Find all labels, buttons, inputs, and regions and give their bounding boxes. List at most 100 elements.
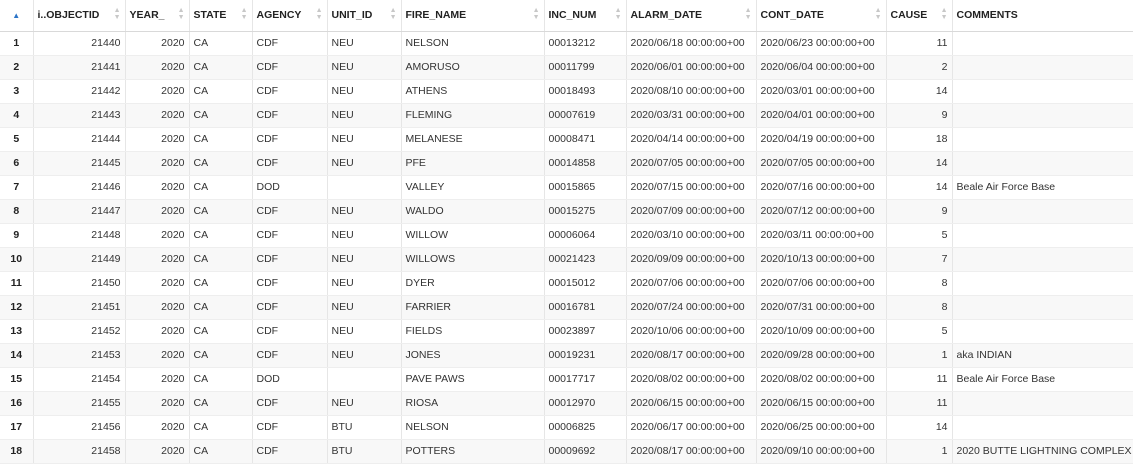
column-header-label: CONT_DATE xyxy=(760,9,824,22)
cell-state: CA xyxy=(189,223,253,248)
cell-state: CA xyxy=(189,439,253,464)
cell-inc_num: 00016781 xyxy=(544,295,627,320)
cell-agency: CDF xyxy=(252,103,328,128)
table-row[interactable]: 1 21440 2020 CA CDF NEU NELSON 00013212 2020/06/… xyxy=(0,31,1133,56)
column-header-label: YEAR_ xyxy=(129,9,165,22)
table-row[interactable]: 15 21454 2020 CA DOD PAVE PAWS 00017717 2020/08… xyxy=(0,367,1133,392)
cell-agency: CDF xyxy=(252,247,328,272)
row-number: 17 xyxy=(0,415,34,440)
column-header-cont_date[interactable]: CONT_DATE ▲ ▼ xyxy=(756,0,887,32)
cell-unit_id: NEU xyxy=(327,151,402,176)
row-number: 8 xyxy=(0,199,34,224)
cell-alarm_date: 2020/07/05 00:00:00+00 xyxy=(626,151,757,176)
table-row[interactable]: 5 21444 2020 CA CDF NEU MELANESE 00008471 2020/0… xyxy=(0,127,1133,152)
cell-agency: CDF xyxy=(252,439,328,464)
cell-inc_num: 00015012 xyxy=(544,271,627,296)
row-number: 6 xyxy=(0,151,34,176)
cell-alarm_date: 2020/06/15 00:00:00+00 xyxy=(626,391,757,416)
cell-cont_date: 2020/03/01 00:00:00+00 xyxy=(756,79,887,104)
sort-arrows-icon: ▲ ▼ xyxy=(614,7,622,21)
table-row[interactable]: 6 21445 2020 CA CDF NEU PFE 00014858 2020/07/05 … xyxy=(0,151,1133,176)
column-header-inc_num[interactable]: INC_NUM ▲ ▼ xyxy=(544,0,627,32)
cell-agency: DOD xyxy=(252,367,328,392)
cell-cont_date: 2020/04/01 00:00:00+00 xyxy=(756,103,887,128)
row-number-header[interactable]: ▲ xyxy=(0,0,34,32)
cell-year: 2020 xyxy=(125,343,190,368)
table-row[interactable]: 10 21449 2020 CA CDF NEU WILLOWS 00021423 2020/0… xyxy=(0,247,1133,272)
row-number: 18 xyxy=(0,439,34,464)
table-row[interactable]: 3 21442 2020 CA CDF NEU ATHENS 00018493 2020/08/… xyxy=(0,79,1133,104)
column-header-year[interactable]: YEAR_ ▲ ▼ xyxy=(125,0,190,32)
column-header-state[interactable]: STATE ▲ ▼ xyxy=(189,0,253,32)
column-header-fire_name[interactable]: FIRE_NAME ▲ ▼ xyxy=(401,0,545,32)
cell-comments xyxy=(952,199,1133,224)
table-row[interactable]: 11 21450 2020 CA CDF NEU DYER 00015012 2020/07/0… xyxy=(0,271,1133,296)
column-header-agency[interactable]: AGENCY ▲ ▼ xyxy=(252,0,328,32)
table-row[interactable]: 14 21453 2020 CA CDF NEU JONES 00019231 2020/08/… xyxy=(0,343,1133,368)
cell-year: 2020 xyxy=(125,31,190,56)
cell-objectid: 21443 xyxy=(33,103,126,128)
cell-objectid: 21458 xyxy=(33,439,126,464)
cell-comments xyxy=(952,319,1133,344)
cell-fire_name: PFE xyxy=(401,151,545,176)
table-row[interactable]: 12 21451 2020 CA CDF NEU FARRIER 00016781 2020/0… xyxy=(0,295,1133,320)
cell-fire_name: FARRIER xyxy=(401,295,545,320)
cell-alarm_date: 2020/07/09 00:00:00+00 xyxy=(626,199,757,224)
row-number: 12 xyxy=(0,295,34,320)
cell-cause: 11 xyxy=(886,367,953,392)
row-number: 15 xyxy=(0,367,34,392)
sort-arrows-icon: ▲ ▼ xyxy=(940,7,948,21)
cell-year: 2020 xyxy=(125,271,190,296)
table-row[interactable]: 2 21441 2020 CA CDF NEU AMORUSO 00011799 2020/06… xyxy=(0,55,1133,80)
cell-cont_date: 2020/10/13 00:00:00+00 xyxy=(756,247,887,272)
cell-objectid: 21448 xyxy=(33,223,126,248)
cell-year: 2020 xyxy=(125,175,190,200)
table-row[interactable]: 9 21448 2020 CA CDF NEU WILLOW 00006064 2020/03/… xyxy=(0,223,1133,248)
cell-comments xyxy=(952,391,1133,416)
cell-unit_id: NEU xyxy=(327,31,402,56)
column-header-label: AGENCY xyxy=(256,9,302,22)
cell-fire_name: POTTERS xyxy=(401,439,545,464)
row-number: 5 xyxy=(0,127,34,152)
cell-year: 2020 xyxy=(125,367,190,392)
cell-objectid: 21444 xyxy=(33,127,126,152)
column-header-comments[interactable]: COMMENTS▲▼ xyxy=(952,0,1133,32)
table-row[interactable]: 7 21446 2020 CA DOD VALLEY 00015865 2020/07/15 … xyxy=(0,175,1133,200)
sort-arrows-icon: ▲ ▼ xyxy=(177,7,185,21)
column-header-objectid[interactable]: i..OBJECTID ▲ ▼ xyxy=(33,0,126,32)
cell-comments xyxy=(952,103,1133,128)
column-header-label: CAUSE xyxy=(890,9,928,22)
cell-comments xyxy=(952,247,1133,272)
cell-alarm_date: 2020/06/17 00:00:00+00 xyxy=(626,415,757,440)
column-header-unit_id[interactable]: UNIT_ID ▲ ▼ xyxy=(327,0,402,32)
cell-agency: CDF xyxy=(252,391,328,416)
cell-objectid: 21446 xyxy=(33,175,126,200)
cell-unit_id: NEU xyxy=(327,55,402,80)
table-row[interactable]: 18 21458 2020 CA CDF BTU POTTERS 00009692 2020/0… xyxy=(0,439,1133,464)
cell-comments xyxy=(952,55,1133,80)
table-row[interactable]: 16 21455 2020 CA CDF NEU RIOSA 00012970 2020/06/… xyxy=(0,391,1133,416)
column-header-cause[interactable]: CAUSE ▲ ▼ xyxy=(886,0,953,32)
cell-cause: 1 xyxy=(886,343,953,368)
cell-inc_num: 00017717 xyxy=(544,367,627,392)
column-header-alarm_date[interactable]: ALARM_DATE ▲ ▼ xyxy=(626,0,757,32)
table-row[interactable]: 17 21456 2020 CA CDF BTU NELSON 00006825 2020/06… xyxy=(0,415,1133,440)
row-number: 2 xyxy=(0,55,34,80)
table-row[interactable]: 13 21452 2020 CA CDF NEU FIELDS 00023897 2020/10… xyxy=(0,319,1133,344)
cell-comments: Beale Air Force Base xyxy=(952,367,1133,392)
column-header-label: FIRE_NAME xyxy=(405,9,467,22)
cell-cont_date: 2020/03/11 00:00:00+00 xyxy=(756,223,887,248)
cell-state: CA xyxy=(189,367,253,392)
table-row[interactable]: 4 21443 2020 CA CDF NEU FLEMING 00007619 2020/03… xyxy=(0,103,1133,128)
sort-arrows-icon: ▲ ▼ xyxy=(532,7,540,21)
cell-agency: CDF xyxy=(252,295,328,320)
cell-year: 2020 xyxy=(125,415,190,440)
column-header-label: STATE xyxy=(193,9,227,22)
cell-cont_date: 2020/06/23 00:00:00+00 xyxy=(756,31,887,56)
column-header-label: UNIT_ID xyxy=(331,9,373,22)
cell-alarm_date: 2020/08/17 00:00:00+00 xyxy=(626,439,757,464)
cell-year: 2020 xyxy=(125,319,190,344)
table-row[interactable]: 8 21447 2020 CA CDF NEU WALDO 00015275 2020/07/0… xyxy=(0,199,1133,224)
cell-comments xyxy=(952,127,1133,152)
